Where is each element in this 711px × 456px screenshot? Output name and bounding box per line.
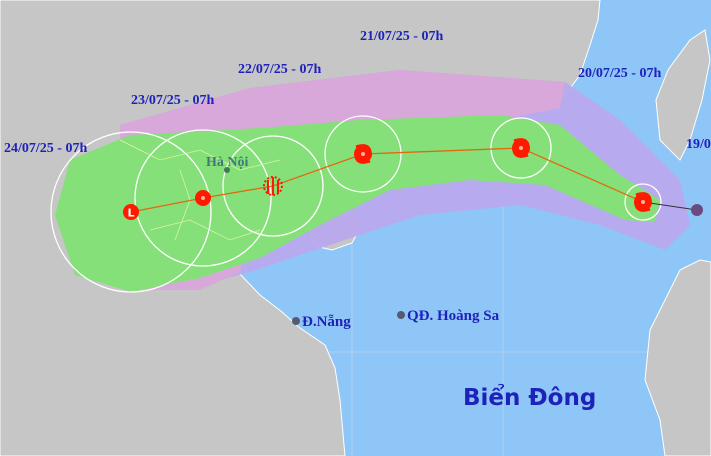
low-pressure-icon: L (123, 204, 139, 220)
hanoi-label: Hà Nội (206, 155, 249, 170)
taiwan-island (655, 29, 711, 161)
date-label-22-07: 22/07/25 - 07h (238, 62, 321, 77)
past-track-line (642, 201, 698, 211)
hoangsa-marker (397, 311, 405, 319)
sea-name-label: Biển Đông (463, 383, 596, 411)
philippines-land (644, 259, 711, 456)
date-label-23-07: 23/07/25 - 07h (131, 93, 214, 108)
tropical-storm-hatched-icon (263, 176, 283, 196)
typhoon-icon (354, 144, 372, 164)
hanoi-marker (224, 167, 230, 173)
date-label-24-07: 24/07/25 - 07h (4, 141, 87, 156)
hoangsa-label: QĐ. Hoàng Sa (407, 308, 500, 324)
typhoon-icon (634, 192, 652, 212)
svg-text:L: L (127, 207, 134, 220)
storm-track-line (130, 147, 644, 213)
forecast-cone (55, 115, 660, 292)
date-label-20-07: 20/07/25 - 07h (578, 66, 661, 81)
danang-label: Đ.Nẵng (302, 314, 351, 330)
danang-marker (292, 317, 300, 325)
past-position-icon (691, 204, 703, 216)
typhoon-icon (512, 138, 530, 158)
date-label-19-07: 19/0 (686, 137, 711, 152)
date-label-21-07: 21/07/25 - 07h (360, 29, 443, 44)
tropical-depression-icon (195, 190, 211, 206)
radius-circles (50, 115, 662, 293)
